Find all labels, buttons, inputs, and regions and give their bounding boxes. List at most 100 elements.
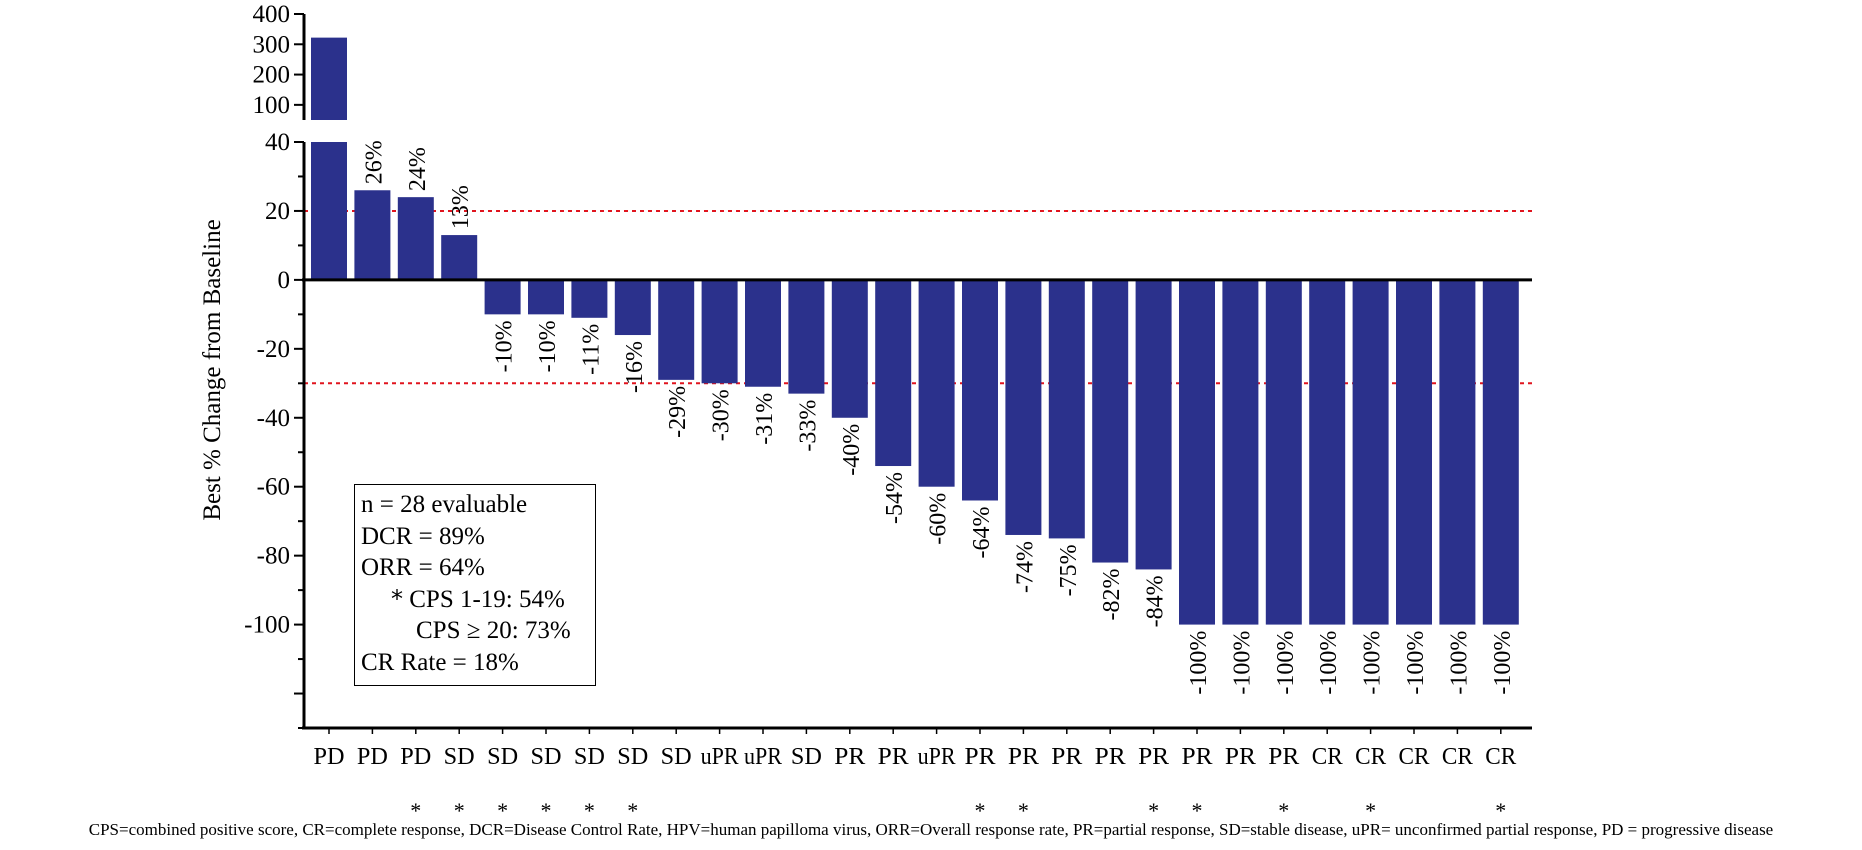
y-tick-label: -60: [257, 474, 290, 501]
bar: [441, 235, 478, 280]
bar: [1222, 279, 1259, 625]
asterisk-marker: *: [1018, 798, 1029, 823]
bar: [831, 279, 868, 418]
bar: [875, 279, 912, 467]
category-label: PD: [314, 744, 345, 770]
category-label: SD: [531, 744, 562, 770]
bar: [1482, 279, 1519, 625]
bar: [1265, 279, 1302, 625]
asterisk-marker: *: [454, 798, 465, 823]
y-tick-label-upper: 100: [253, 92, 291, 119]
bar-value-label: -31%: [752, 393, 778, 445]
y-axis-label: Best % Change from Baseline: [199, 219, 226, 520]
category-label: PR: [1008, 744, 1039, 770]
bar-value-label: -29%: [665, 386, 691, 438]
category-label: PD: [400, 744, 431, 770]
asterisk-symbol: *: [391, 584, 403, 613]
bar: [614, 279, 651, 336]
legend-cps-20-plus: CPS ≥ 20: 73%: [416, 617, 571, 644]
bar: [745, 279, 781, 387]
bar: [658, 279, 695, 380]
bar-value-label: -54%: [882, 472, 908, 524]
y-tick-label: 40: [265, 129, 290, 156]
asterisk-marker: *: [584, 798, 595, 823]
bar-value-label: 26%: [361, 140, 387, 184]
bar: [1135, 279, 1172, 570]
bar: [1396, 279, 1432, 625]
bar-upper-segment: [311, 37, 347, 120]
category-label: CR: [1312, 744, 1343, 770]
bar: [1309, 279, 1346, 625]
legend-dcr: DCR = 89%: [361, 522, 485, 550]
bar: [788, 279, 825, 394]
y-tick-label-upper: 400: [253, 1, 291, 28]
bar-value-label: -60%: [926, 493, 952, 545]
bar-value-label: -100%: [1403, 631, 1429, 695]
bar-value-label: -10%: [535, 320, 561, 372]
y-tick-label: -20: [257, 336, 290, 363]
category-label: SD: [487, 744, 518, 770]
bar: [1439, 279, 1476, 625]
bar: [1048, 279, 1085, 539]
category-label: CR: [1399, 744, 1430, 770]
category-label: CR: [1355, 744, 1386, 770]
category-label: SD: [661, 744, 692, 770]
asterisk-marker: *: [1192, 798, 1203, 823]
bar-value-label: -64%: [969, 506, 995, 558]
asterisk-marker: *: [1278, 798, 1289, 823]
bar-value-label: -33%: [795, 400, 821, 452]
bar-value-label: -100%: [1186, 631, 1212, 695]
bar: [354, 190, 391, 280]
y-tick-label: 20: [265, 198, 290, 225]
category-label: SD: [617, 744, 648, 770]
bar: [1005, 279, 1042, 535]
bar: [571, 279, 608, 318]
bar: [962, 279, 998, 501]
bar: [311, 142, 347, 280]
asterisk-marker: *: [541, 798, 552, 823]
category-label: PR: [965, 744, 996, 770]
bar-value-label: -84%: [1143, 575, 1169, 627]
category-label: SD: [444, 744, 475, 770]
y-tick-label-upper: 300: [253, 31, 291, 58]
bar-value-label: -11%: [578, 324, 604, 375]
category-label: uPR: [744, 744, 782, 770]
bar-value-label: -100%: [1316, 631, 1342, 695]
category-label: SD: [574, 744, 605, 770]
y-tick-label: -40: [257, 405, 290, 432]
category-label: PR: [1268, 744, 1299, 770]
category-label: uPR: [701, 744, 739, 770]
category-label: PR: [1182, 744, 1213, 770]
category-label: uPR: [918, 744, 956, 770]
category-label: CR: [1485, 744, 1516, 770]
category-label: PR: [1225, 744, 1256, 770]
bar: [528, 279, 564, 315]
category-label: PR: [834, 744, 865, 770]
category-label: PD: [357, 744, 388, 770]
category-label: PR: [878, 744, 909, 770]
bar-value-label: -10%: [492, 320, 518, 372]
bar-value-label: 24%: [405, 147, 431, 191]
category-label: PR: [1051, 744, 1082, 770]
summary-legend-box: n = 28 evaluable DCR = 89% ORR = 64% * C…: [354, 484, 596, 686]
bar-value-label: -100%: [1490, 631, 1516, 695]
bar-value-label: -75%: [1056, 544, 1082, 596]
bar: [484, 279, 521, 315]
asterisk-marker: *: [627, 798, 638, 823]
asterisk-marker: *: [1148, 798, 1159, 823]
bar-value-label: -82%: [1099, 569, 1125, 621]
footnote: CPS=combined positive score, CR=complete…: [88, 820, 1774, 839]
bar-value-label: -100%: [1360, 631, 1386, 695]
asterisk-marker: *: [1365, 798, 1376, 823]
bar-value-label: -16%: [622, 341, 648, 393]
category-label: SD: [791, 744, 822, 770]
bar-value-label: -40%: [839, 424, 865, 476]
bar: [701, 279, 738, 384]
bar: [1352, 279, 1389, 625]
asterisk-marker: *: [1495, 798, 1506, 823]
bar: [1092, 279, 1129, 563]
bar-value-label: -100%: [1273, 631, 1299, 695]
bar-value-label: -74%: [1012, 541, 1038, 593]
category-label: PR: [1138, 744, 1169, 770]
